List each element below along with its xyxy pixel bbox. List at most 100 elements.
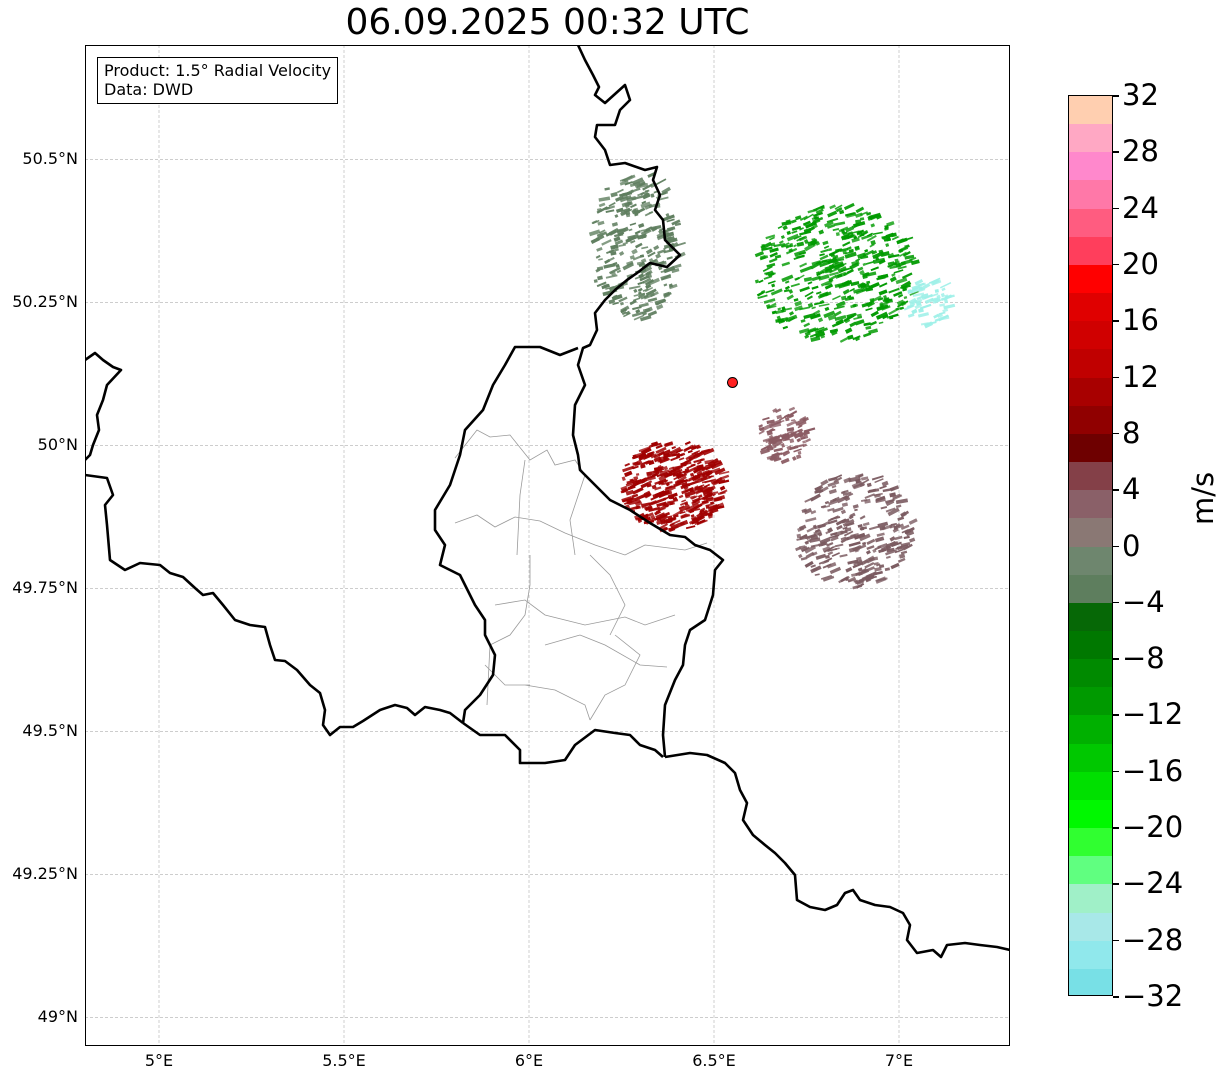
colorbar-segment	[1069, 940, 1112, 970]
colorbar-segment	[1069, 715, 1112, 745]
colorbar-segment	[1069, 884, 1112, 914]
data-source-label: Data: DWD	[104, 80, 194, 99]
border-lu-fr	[462, 721, 664, 765]
colorbar-tick-mark	[1113, 489, 1119, 491]
border-de-fr	[664, 751, 1010, 959]
lat-tick-label: 49.5°N	[22, 721, 78, 741]
colorbar-segment	[1069, 743, 1112, 773]
colorbar-tick-mark	[1113, 207, 1119, 210]
colorbar-tick-mark	[1113, 320, 1119, 322]
lon-tick-label: 5°E	[144, 1051, 174, 1070]
colorbar-segment	[1069, 687, 1112, 717]
colorbar-segment	[1069, 208, 1112, 238]
colorbar-tick-label: 32	[1122, 78, 1159, 112]
colorbar-segment	[1069, 518, 1112, 548]
canton-border	[454, 429, 708, 721]
colorbar-tick-mark	[1113, 263, 1119, 266]
colorbar-segment	[1069, 405, 1112, 435]
colorbar-tick-label: 0	[1122, 528, 1141, 563]
lat-tick-label: 50.25°N	[12, 292, 78, 312]
colorbar-segment	[1069, 152, 1112, 182]
colorbar-segment	[1069, 828, 1112, 857]
colorbar-tick-label: −16	[1122, 753, 1184, 788]
colorbar-segment	[1069, 546, 1112, 576]
colorbar-tick-label: 12	[1122, 359, 1159, 394]
colorbar-tick-mark	[1113, 376, 1119, 379]
product-info-box: Product: 1.5° Radial Velocity Data: DWD	[97, 57, 339, 104]
colorbar-segment	[1069, 124, 1112, 153]
colorbar-tick-label: −20	[1122, 810, 1184, 845]
echo-region-inbound-northeast	[754, 202, 920, 343]
colorbar-segment	[1069, 96, 1112, 125]
lon-tick-label: 6°E	[514, 1051, 544, 1070]
border-lu-west	[433, 345, 579, 724]
colorbar-tick-mark	[1113, 714, 1119, 716]
colorbar-segment	[1069, 968, 1112, 995]
colorbar-segment	[1069, 771, 1112, 801]
colorbar-tick-mark	[1113, 883, 1119, 885]
lat-tick-label: 49.75°N	[12, 578, 78, 598]
radar-site-marker[interactable]	[727, 376, 738, 388]
colorbar-segment	[1069, 856, 1112, 885]
radar-echoes	[588, 172, 956, 590]
colorbar-tick-mark	[1113, 545, 1119, 547]
colorbar-tick-mark	[1113, 770, 1119, 773]
echo-region-outbound-southwest	[620, 441, 730, 533]
colorbar-tick-label: 28	[1122, 134, 1159, 169]
colorbar-tick-label: −28	[1122, 922, 1184, 957]
echo-region-strong-inbound-east	[903, 277, 956, 329]
map-title: 06.09.2025 00:32 UTC	[345, 2, 750, 43]
colorbar-segment	[1069, 321, 1112, 350]
echo-region-weak-north	[588, 172, 686, 322]
map-canvas[interactable]	[85, 45, 1010, 1046]
colorbar-tick-label: −32	[1122, 979, 1184, 1013]
lon-tick-label: 6.5°E	[692, 1051, 736, 1070]
colorbar-tick-label: −24	[1122, 866, 1184, 901]
lat-tick-label: 50°N	[37, 435, 78, 455]
colorbar-segment	[1069, 349, 1112, 379]
colorbar-segment	[1069, 293, 1112, 322]
colorbar-tick-mark	[1113, 601, 1119, 604]
colorbar-segment	[1069, 574, 1112, 604]
colorbar-tick-mark	[1113, 996, 1119, 998]
colorbar-tick-label: 4	[1122, 472, 1141, 507]
colorbar-segment	[1069, 433, 1112, 463]
colorbar-tick-mark	[1113, 151, 1119, 153]
colorbar-tick-label: 8	[1122, 415, 1141, 450]
colorbar-segment	[1069, 236, 1112, 266]
lon-tick-label: 7°E	[884, 1051, 914, 1070]
radar-site	[727, 376, 738, 388]
colorbar-tick-label: 16	[1122, 303, 1159, 338]
colorbar-tick-label: 20	[1122, 246, 1159, 281]
map-border	[85, 45, 1010, 1046]
colorbar-segment	[1069, 602, 1112, 632]
colorbar-tick-mark	[1113, 658, 1119, 660]
echo-region-weak-east	[758, 406, 816, 465]
colorbar-segment	[1069, 659, 1112, 688]
colorbar-tick-label: −8	[1122, 641, 1165, 676]
borders	[85, 45, 1010, 959]
colorbar-segment	[1069, 630, 1112, 660]
lat-tick-label: 49.25°N	[12, 864, 78, 884]
lon-tick-label: 5.5°E	[322, 1051, 366, 1070]
product-label: Product: 1.5° Radial Velocity	[104, 61, 332, 80]
colorbar-unit-label: m/s	[1186, 471, 1220, 525]
colorbar-segment	[1069, 912, 1112, 942]
colorbar-segment	[1069, 490, 1112, 519]
lat-tick-label: 49°N	[37, 1007, 78, 1027]
lat-tick-label: 50.5°N	[22, 149, 78, 169]
velocity-colorbar	[1068, 95, 1113, 996]
border-fr-south	[85, 473, 464, 737]
colorbar-segment	[1069, 377, 1112, 407]
border-de-be-lu	[571, 45, 725, 758]
colorbar-tick-mark	[1113, 939, 1119, 942]
colorbar-tick-label: 24	[1122, 190, 1159, 225]
colorbar-segment	[1069, 799, 1112, 829]
colorbar-tick-label: −4	[1122, 584, 1165, 619]
colorbar-tick-mark	[1113, 432, 1119, 435]
colorbar-tick-label: −12	[1122, 697, 1184, 732]
colorbar-segment	[1069, 462, 1112, 491]
map-area[interactable]	[85, 45, 1010, 1046]
graticule	[85, 45, 1010, 1046]
colorbar-segment	[1069, 180, 1112, 210]
